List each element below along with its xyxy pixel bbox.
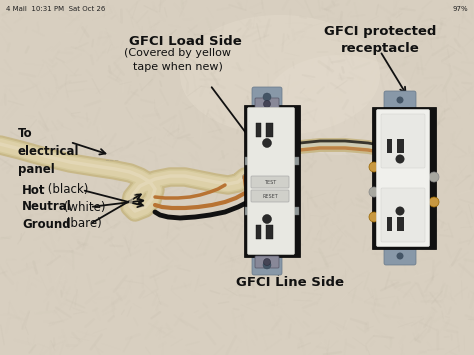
Bar (293, 157, 299, 165)
Circle shape (369, 162, 379, 172)
Ellipse shape (180, 15, 380, 135)
Text: Hot: Hot (22, 184, 46, 197)
FancyBboxPatch shape (384, 247, 416, 265)
Text: GFCI Line Side: GFCI Line Side (236, 277, 344, 289)
Text: (black): (black) (44, 184, 88, 197)
FancyBboxPatch shape (381, 114, 425, 168)
FancyBboxPatch shape (251, 190, 289, 202)
FancyBboxPatch shape (255, 256, 279, 268)
Bar (387, 217, 392, 231)
Bar (387, 139, 392, 153)
Text: To
electrical
panel: To electrical panel (18, 127, 80, 176)
FancyBboxPatch shape (381, 188, 425, 242)
Bar (256, 225, 261, 239)
Text: (bare): (bare) (62, 218, 102, 230)
Circle shape (395, 207, 404, 215)
Text: GFCI protected
receptacle: GFCI protected receptacle (324, 25, 436, 55)
Text: ━ ━ ━: ━ ━ ━ (105, 159, 118, 164)
Bar (245, 207, 251, 215)
Circle shape (429, 197, 439, 207)
FancyBboxPatch shape (252, 255, 282, 275)
Bar (397, 217, 404, 231)
Bar (293, 207, 299, 215)
Bar (372, 107, 436, 249)
Bar (266, 123, 273, 137)
Circle shape (263, 214, 272, 224)
Ellipse shape (265, 55, 415, 155)
Text: (Covered by yellow
tape when new): (Covered by yellow tape when new) (125, 48, 231, 72)
Circle shape (263, 138, 272, 147)
Bar (256, 123, 261, 137)
FancyBboxPatch shape (252, 87, 282, 107)
FancyBboxPatch shape (251, 176, 289, 188)
Bar (397, 139, 404, 153)
Bar (245, 157, 251, 165)
Text: Ground: Ground (22, 218, 71, 230)
FancyBboxPatch shape (247, 108, 294, 255)
Circle shape (369, 212, 379, 222)
Circle shape (369, 187, 379, 197)
Text: GFCI Load Side: GFCI Load Side (128, 35, 241, 48)
Circle shape (263, 93, 271, 101)
Text: (white): (white) (60, 201, 106, 213)
FancyBboxPatch shape (384, 91, 416, 109)
Circle shape (395, 154, 404, 164)
Circle shape (396, 97, 403, 104)
Circle shape (396, 252, 403, 260)
Text: 4 Mail  10:31 PM  Sat Oct 26: 4 Mail 10:31 PM Sat Oct 26 (6, 6, 105, 12)
Text: Neutral: Neutral (22, 201, 72, 213)
Text: 97%: 97% (452, 6, 468, 12)
Circle shape (264, 258, 271, 266)
Bar (266, 225, 273, 239)
FancyBboxPatch shape (255, 98, 279, 110)
Circle shape (263, 261, 271, 269)
Circle shape (429, 172, 439, 182)
Text: TEST: TEST (264, 180, 276, 185)
Text: RESET: RESET (262, 193, 278, 198)
FancyBboxPatch shape (376, 109, 429, 246)
Circle shape (264, 100, 271, 108)
Bar (244, 105, 300, 257)
